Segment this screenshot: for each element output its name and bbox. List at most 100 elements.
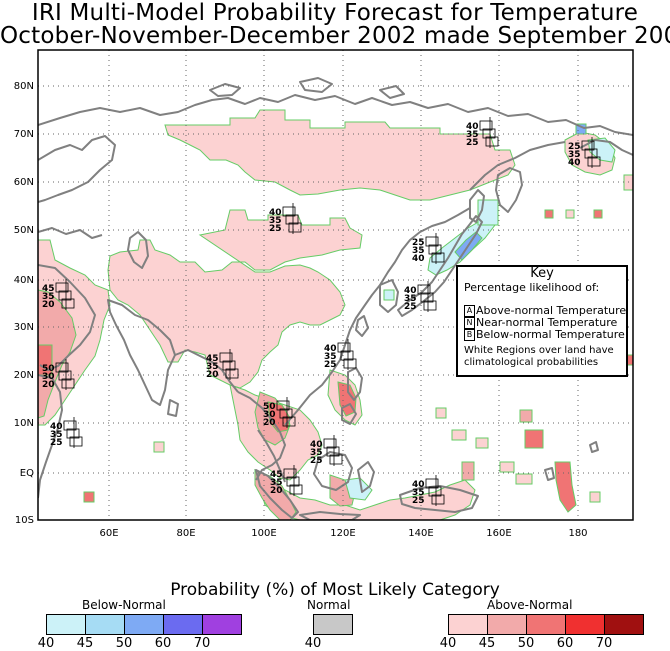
longitude-label: 140E [408, 528, 433, 539]
stack-above-value: 50 [42, 364, 55, 374]
coastline-scandinavia [38, 135, 116, 203]
stack-box [337, 342, 351, 353]
stack-below-value: 25 [50, 438, 63, 448]
region-india-above-50 [38, 344, 53, 376]
legend-below-50-swatch [124, 614, 164, 635]
scatter-cell-8 [435, 407, 447, 419]
stack-box [282, 206, 296, 217]
latitude-label: EQ [20, 468, 34, 479]
coastline-srilanka [167, 399, 179, 417]
stack-box [420, 292, 434, 303]
legend-title: Probability (%) of Most Likely Category [170, 580, 500, 600]
region-pacific-above-40-b [475, 437, 489, 449]
legend-below-50-label: 50 [115, 636, 133, 651]
stack-box [285, 214, 299, 225]
coastline-taiwan [355, 315, 369, 337]
key-note-1: White Regions over land have [464, 345, 614, 356]
key-below-letter: B [464, 329, 475, 341]
stack-box [63, 420, 77, 431]
key-below-text: Below-normal Temperature [476, 328, 625, 341]
stack-above-value: 25 [412, 238, 425, 248]
coastline-kamchatka [495, 167, 523, 213]
stack-box [581, 140, 595, 151]
stack-box [222, 360, 236, 371]
stack-near-value: 35 [412, 246, 425, 256]
stack-near-value: 35 [206, 362, 219, 372]
stack-box [219, 352, 233, 363]
stack-box [340, 350, 354, 361]
region-alaska-below-50 [575, 123, 587, 135]
stack-box [283, 468, 297, 479]
longitude-label: 160E [486, 528, 511, 539]
stack-above-value: 40 [310, 440, 323, 450]
stack-box [282, 416, 296, 427]
stack-box [479, 120, 493, 131]
region-pacific-above-50-b [524, 429, 544, 449]
stack-above-value: 45 [270, 470, 283, 480]
stack-below-value: 25 [466, 138, 479, 148]
key-note-2: climatological probabilities [464, 357, 599, 368]
legend-above-40-swatch [448, 614, 488, 635]
latitude-label: 30N [14, 322, 34, 333]
region-pacific-above-40-a [451, 429, 467, 441]
coastline-malay-peninsula [257, 429, 286, 483]
stack-box [485, 136, 499, 147]
stack-near-value: 30 [263, 410, 276, 420]
legend-below-60-label: 60 [154, 636, 172, 651]
stack-box [425, 236, 439, 247]
region-sumatra-above-45 [254, 469, 297, 520]
region-pacific-above-45-a [461, 461, 475, 481]
key-near-row: N Near-normal Temperature [464, 316, 617, 329]
stack-box [423, 300, 437, 311]
legend-above-label: Above-Normal [487, 598, 573, 612]
stack-near-value: 35 [42, 292, 55, 302]
legend-above-50-label: 50 [517, 636, 535, 651]
stack-box [587, 156, 601, 167]
legend-normal-40-swatch [313, 614, 353, 635]
stack-below-value: 20 [42, 380, 55, 390]
stack-above-value: 25 [568, 142, 581, 152]
latitude-label: 10S [15, 515, 34, 526]
region-pacific-above-40-d [515, 473, 533, 485]
legend-below-label: Below-Normal [82, 598, 166, 612]
stack-below-value: 20 [206, 370, 219, 380]
region-bering-below-40 [587, 137, 616, 163]
stack-near-value: 35 [324, 352, 337, 362]
scatter-cell-3 [544, 209, 554, 219]
legend-above-45-swatch [487, 614, 527, 635]
stack-above-value: 40 [404, 286, 417, 296]
region-pacific-above-45-b [519, 409, 533, 423]
stack-near-value: 30 [42, 372, 55, 382]
key-near-letter: N [464, 317, 475, 329]
stack-box [55, 282, 69, 293]
legend-normal-40-label: 40 [304, 636, 322, 651]
key-above-row: A Above-normal Temperature [464, 304, 626, 317]
stack-below-value: 20 [42, 300, 55, 310]
region-pacific-above-40-e [589, 491, 601, 503]
stack-below-value: 25 [412, 496, 425, 506]
latitude-label: 20N [14, 370, 34, 381]
stack-below-value: 25 [324, 360, 337, 370]
longitude-label: 60E [99, 528, 118, 539]
legend-below-60-swatch [163, 614, 203, 635]
region-pacific-above-50-a [554, 461, 577, 513]
coastline-sakhalin [469, 189, 485, 223]
stack-box [326, 446, 340, 457]
stack-box [323, 438, 337, 449]
coastline-arctic-islands [209, 77, 405, 99]
legend-normal-label: Normal [307, 598, 351, 612]
stack-box [425, 478, 439, 489]
coastline-caspian [127, 231, 149, 269]
stack-box [276, 400, 290, 411]
key-subtitle: Percentage likelihood of: [464, 281, 600, 294]
latitude-labels: 80N 70N 60N 50N 40N 30N 20N 10N EQ 10S [14, 81, 34, 526]
stack-box [58, 290, 72, 301]
stack-above-value: 45 [206, 354, 219, 364]
